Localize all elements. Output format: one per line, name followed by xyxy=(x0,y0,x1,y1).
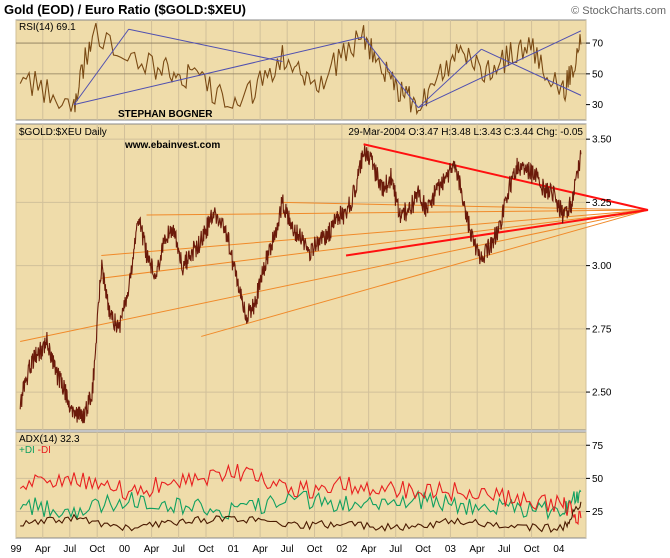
x-tick-label: Apr xyxy=(469,544,485,555)
price-panel: $GOLD:$XEU Daily www.ebainvest.com 29-Ma… xyxy=(15,123,649,431)
ohlc-change: Chg: -0.05 xyxy=(536,127,583,138)
series-rsi-14- xyxy=(19,22,582,116)
rsi-channel-line xyxy=(363,36,419,108)
di-minus-legend: -DI xyxy=(38,445,51,456)
x-tick-label: Oct xyxy=(524,544,540,555)
di-plus-legend: +DI xyxy=(19,445,35,456)
rsi-channel-line xyxy=(481,48,582,96)
rsi-channel-line xyxy=(128,28,283,63)
rsi-channel-line xyxy=(417,48,482,109)
x-tick-label: Oct xyxy=(89,544,105,555)
adx-name: ADX(14) xyxy=(19,434,57,445)
adx-panel: ADX(14) 32.3 +DI -DI 25 50 75 xyxy=(15,431,604,539)
y-tick-label: 25 xyxy=(592,507,604,518)
adx-legend: +DI -DI xyxy=(19,445,51,456)
y-tick-label: 2.50 xyxy=(592,388,612,399)
x-tick-label: 02 xyxy=(336,544,348,555)
x-tick-label: Jul xyxy=(172,544,185,555)
price-label: $GOLD:$XEU Daily xyxy=(19,127,107,138)
x-tick-label: Apr xyxy=(361,544,377,555)
ohlc-high: H:3.48 xyxy=(441,127,471,138)
x-tick-label: 03 xyxy=(445,544,457,555)
x-tick-label: Jul xyxy=(63,544,76,555)
adx-lines xyxy=(19,463,582,534)
ohlc-readout: 29-Mar-2004 O:3.47 H:3.48 L:3.43 C:3.44 … xyxy=(348,127,583,138)
ohlc-close: C:3.44 xyxy=(504,127,534,138)
rsi-annotation: STEPHAN BOGNER xyxy=(118,109,213,120)
x-tick-label: Apr xyxy=(144,544,160,555)
price-y-ticks: 2.50 2.75 3.00 3.25 3.50 xyxy=(586,135,612,399)
y-tick-label: 3.00 xyxy=(592,261,612,272)
chart-title: Gold (EOD) / Euro Ratio ($GOLD:$XEU) xyxy=(4,2,246,17)
fan-line xyxy=(101,209,649,257)
y-tick-label: 75 xyxy=(592,441,604,452)
rsi-name: RSI(14) xyxy=(19,22,53,33)
rsi-panel-bg xyxy=(15,19,587,121)
y-tick-label: 2.75 xyxy=(592,324,612,335)
rsi-lines xyxy=(19,22,582,116)
x-tick-label: 04 xyxy=(553,544,565,555)
adx-panel-bg xyxy=(15,431,587,539)
price-annotation: www.ebainvest.com xyxy=(124,140,220,151)
x-tick-label: Oct xyxy=(198,544,214,555)
x-tick-label: Apr xyxy=(35,544,51,555)
adx-value: 32.3 xyxy=(60,434,80,445)
x-tick-label: 01 xyxy=(228,544,240,555)
rsi-channel-line xyxy=(73,36,364,106)
price-lines xyxy=(19,145,582,424)
adx-label: ADX(14) 32.3 xyxy=(19,434,80,445)
x-tick-label: Oct xyxy=(307,544,323,555)
y-tick-label: 50 xyxy=(592,69,604,80)
series--di xyxy=(19,489,582,521)
rsi-panel: RSI(14) 69.1 STEPHAN BOGNER 30 50 70 xyxy=(15,19,604,121)
copyright: © StockCharts.com xyxy=(571,5,666,17)
ohlc-low: L:3.43 xyxy=(473,127,501,138)
y-tick-label: 70 xyxy=(592,39,604,50)
series-adx xyxy=(20,501,582,534)
x-tick-label: Apr xyxy=(252,544,268,555)
ohlc-date: 29-Mar-2004 xyxy=(348,127,406,138)
y-tick-label: 50 xyxy=(592,474,604,485)
rsi-value: 69.1 xyxy=(56,22,76,33)
x-tick-label: Oct xyxy=(415,544,431,555)
fan-line xyxy=(20,209,649,342)
y-tick-label: 3.25 xyxy=(592,198,612,209)
series--di xyxy=(19,463,582,526)
x-tick-label: Jul xyxy=(498,544,511,555)
rsi-channel-line xyxy=(73,28,130,105)
x-tick-label: Jul xyxy=(389,544,402,555)
fan-line xyxy=(101,209,649,279)
fan-line xyxy=(201,209,649,337)
trend-line-upper xyxy=(363,143,649,211)
y-tick-label: 3.50 xyxy=(592,135,612,146)
x-tick-label: Jul xyxy=(281,544,294,555)
x-tick-label: 00 xyxy=(119,544,131,555)
ohlc-open: O:3.47 xyxy=(408,127,438,138)
y-tick-label: 30 xyxy=(592,100,604,111)
rsi-channel-line xyxy=(418,30,582,109)
adx-y-ticks: 25 50 75 xyxy=(586,441,604,518)
x-tick-label: 99 xyxy=(10,544,22,555)
rsi-label: RSI(14) 69.1 xyxy=(19,22,76,33)
x-axis-ticks: 99 Apr Jul Oct 00 Apr Jul Oct 01 Apr Jul Oct 02 Apr Ju… xyxy=(10,544,565,555)
rsi-y-ticks: 30 50 70 xyxy=(586,39,604,111)
series--gold-xeu xyxy=(19,145,582,424)
